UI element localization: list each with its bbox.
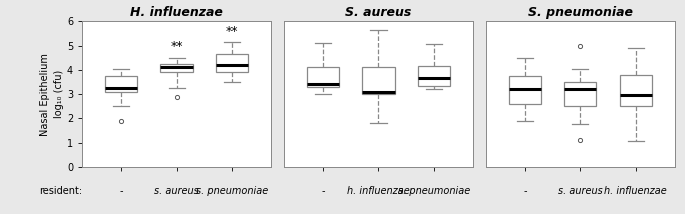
PathPatch shape <box>418 66 450 86</box>
Y-axis label: Nasal Epithelium
log₁₀ (cfu): Nasal Epithelium log₁₀ (cfu) <box>40 53 64 136</box>
PathPatch shape <box>620 75 652 106</box>
Title: H. influenzae: H. influenzae <box>130 6 223 19</box>
Text: s. aureus: s. aureus <box>154 186 199 196</box>
PathPatch shape <box>509 76 541 104</box>
PathPatch shape <box>105 76 137 92</box>
Text: h. influenzae: h. influenzae <box>347 186 410 196</box>
Text: h. influenzae: h. influenzae <box>604 186 667 196</box>
Title: S. pneumoniae: S. pneumoniae <box>528 6 633 19</box>
Text: resident:: resident: <box>39 186 82 196</box>
Text: **: ** <box>226 25 238 38</box>
Text: -: - <box>321 186 325 196</box>
PathPatch shape <box>564 82 597 106</box>
PathPatch shape <box>160 64 192 72</box>
PathPatch shape <box>307 67 339 87</box>
Text: -: - <box>119 186 123 196</box>
Text: s. pneumoniae: s. pneumoniae <box>398 186 470 196</box>
PathPatch shape <box>216 54 248 72</box>
Text: **: ** <box>171 40 183 54</box>
Title: S. aureus: S. aureus <box>345 6 412 19</box>
Text: s. pneumoniae: s. pneumoniae <box>196 186 268 196</box>
Text: -: - <box>523 186 527 196</box>
PathPatch shape <box>362 67 395 94</box>
Text: s. aureus: s. aureus <box>558 186 603 196</box>
